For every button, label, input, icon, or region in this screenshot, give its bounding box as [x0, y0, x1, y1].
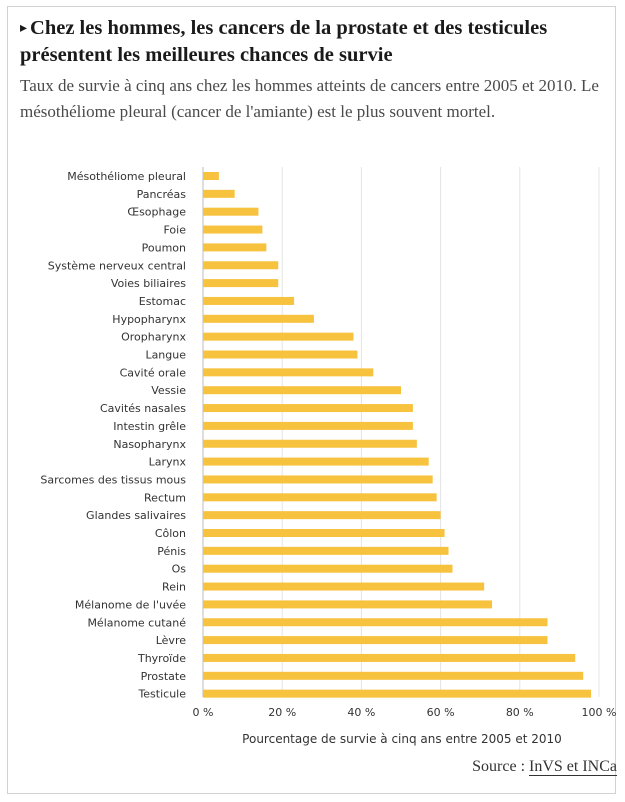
bar: [203, 207, 259, 216]
category-label: Vessie: [151, 384, 186, 397]
category-label: Nasopharynx: [113, 438, 186, 451]
category-label: Poumon: [142, 241, 186, 254]
category-label: Pénis: [157, 545, 186, 558]
category-label: Larynx: [149, 456, 187, 469]
category-label: Estomac: [139, 295, 186, 308]
category-label: Prostate: [141, 670, 187, 683]
x-tick-label: 0 %: [193, 706, 214, 719]
bar: [203, 261, 279, 270]
category-labels: Mésothéliome pleural Pancréas Œsophage Foie…: [40, 170, 186, 701]
bar: [203, 225, 263, 234]
bar: [203, 368, 374, 377]
category-label: Mélanome de l'uvée: [75, 598, 186, 611]
bar: [203, 511, 441, 520]
bar: [203, 296, 295, 305]
bar: [203, 279, 279, 288]
category-label: Mésothéliome pleural: [67, 170, 186, 183]
grid-lines: [202, 167, 600, 697]
x-tick-label: 100 %: [582, 706, 617, 719]
category-label: Voies biliaires: [111, 277, 186, 290]
bar: [203, 350, 358, 359]
category-label: Testicule: [137, 688, 186, 701]
bar: [203, 582, 485, 591]
category-label: Sarcomes des tissus mous: [40, 473, 186, 486]
bar: [203, 671, 584, 680]
source-prefix: Source :: [472, 758, 530, 775]
category-label: Intestin grêle: [113, 420, 186, 433]
category-label: Rein: [162, 581, 186, 594]
x-axis-title: Pourcentage de survie à cinq ans entre 2…: [242, 732, 562, 746]
bar: [203, 439, 417, 448]
bar: [203, 618, 548, 627]
bar: [203, 243, 267, 252]
category-label: Os: [172, 563, 187, 576]
chart-subtitle: Taux de survie à cinq ans chez les homme…: [20, 76, 599, 121]
category-label: Thyroïde: [137, 652, 186, 665]
bar: [203, 653, 576, 662]
bar: [203, 386, 401, 395]
bar: [203, 493, 437, 502]
bar: [203, 475, 433, 484]
category-label: Œsophage: [127, 206, 186, 219]
category-label: Glandes salivaires: [86, 509, 186, 522]
x-tick-labels: 0 % 20 % 40 % 60 % 80 % 100 %: [193, 706, 617, 719]
bar: [203, 546, 449, 555]
chart-title-text: Chez les hommes, les cancers de la prost…: [20, 17, 548, 66]
bar: [203, 600, 493, 609]
category-label: Oropharynx: [121, 331, 186, 344]
chart-card: ▸ Chez les hommes, les cancers de la pros…: [7, 6, 616, 794]
bar: [203, 564, 453, 573]
category-label: Mélanome cutané: [87, 616, 186, 629]
category-label: Foie: [164, 224, 187, 237]
bar: [203, 404, 413, 413]
category-label: Cavité orale: [120, 366, 187, 379]
category-label: Rectum: [144, 491, 186, 504]
bar: [203, 689, 592, 698]
bars: [203, 172, 592, 698]
category-label: Cavités nasales: [100, 402, 186, 415]
bar: [203, 189, 235, 198]
bar: [203, 172, 219, 180]
x-tick-label: 80 %: [506, 706, 534, 719]
chart-title: ▸ Chez les hommes, les cancers de la pros…: [20, 15, 610, 68]
category-label: Côlon: [155, 527, 186, 540]
source-credit: Source : InVS et INCa: [472, 758, 617, 776]
bar: [203, 457, 429, 466]
category-label: Hypopharynx: [112, 313, 186, 326]
category-label: Pancréas: [137, 188, 187, 201]
bar: [203, 314, 314, 323]
source-link[interactable]: InVS et INCa: [529, 758, 617, 776]
bar: [203, 529, 445, 537]
bar-chart: Mésothéliome pleural Pancréas Œsophage Foie…: [40, 167, 617, 746]
title-marker-icon: ▸: [20, 21, 28, 36]
bar: [203, 636, 548, 645]
bar: [203, 421, 413, 430]
x-tick-label: 40 %: [347, 706, 375, 719]
category-label: Système nerveux central: [48, 259, 186, 272]
bar: [203, 332, 354, 341]
x-tick-label: 60 %: [427, 706, 455, 719]
x-tick-label: 20 %: [268, 706, 296, 719]
category-label: Lèvre: [156, 634, 186, 647]
category-label: Langue: [145, 349, 186, 362]
